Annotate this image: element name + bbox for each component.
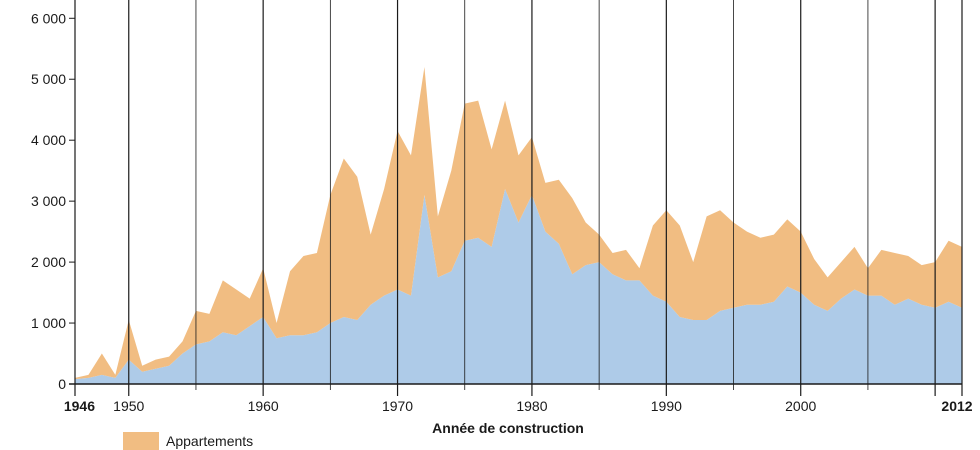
legend-swatch-appartements	[123, 432, 159, 450]
x-tick-label: 1970	[382, 398, 413, 414]
x-tick-label: 1946	[64, 398, 95, 414]
vertical-grid-lines	[74, 0, 963, 396]
y-tick-label: 2 000	[31, 254, 66, 270]
legend: Appartements	[123, 432, 253, 450]
x-tick-label: 1950	[113, 398, 144, 414]
x-tick-label: 2012	[941, 398, 972, 414]
x-tick-labels: 1946 1950 1960 1970 1980 1990 2000 2012	[64, 398, 973, 414]
x-tick-label: 1980	[516, 398, 547, 414]
x-tick-label: 1960	[248, 398, 279, 414]
area-series-group	[75, 67, 962, 384]
y-tick-label: 6 000	[31, 10, 66, 26]
y-tick-label: 3 000	[31, 193, 66, 209]
area-series-appartements	[75, 67, 962, 380]
legend-label-appartements: Appartements	[166, 433, 254, 449]
x-tick-label: 1990	[651, 398, 682, 414]
y-tick-label: 4 000	[31, 132, 66, 148]
y-tick-label: 1 000	[31, 315, 66, 331]
axes	[69, 17, 962, 385]
area-series-lower	[75, 188, 962, 384]
y-tick-labels: 0 1 000 2 000 3 000 4 000 5 000 6 000	[31, 10, 66, 392]
x-tick-label: 2000	[785, 398, 816, 414]
y-tick-label: 5 000	[31, 71, 66, 87]
x-axis-label: Année de construction	[432, 420, 584, 436]
y-tick-label: 0	[58, 376, 66, 392]
